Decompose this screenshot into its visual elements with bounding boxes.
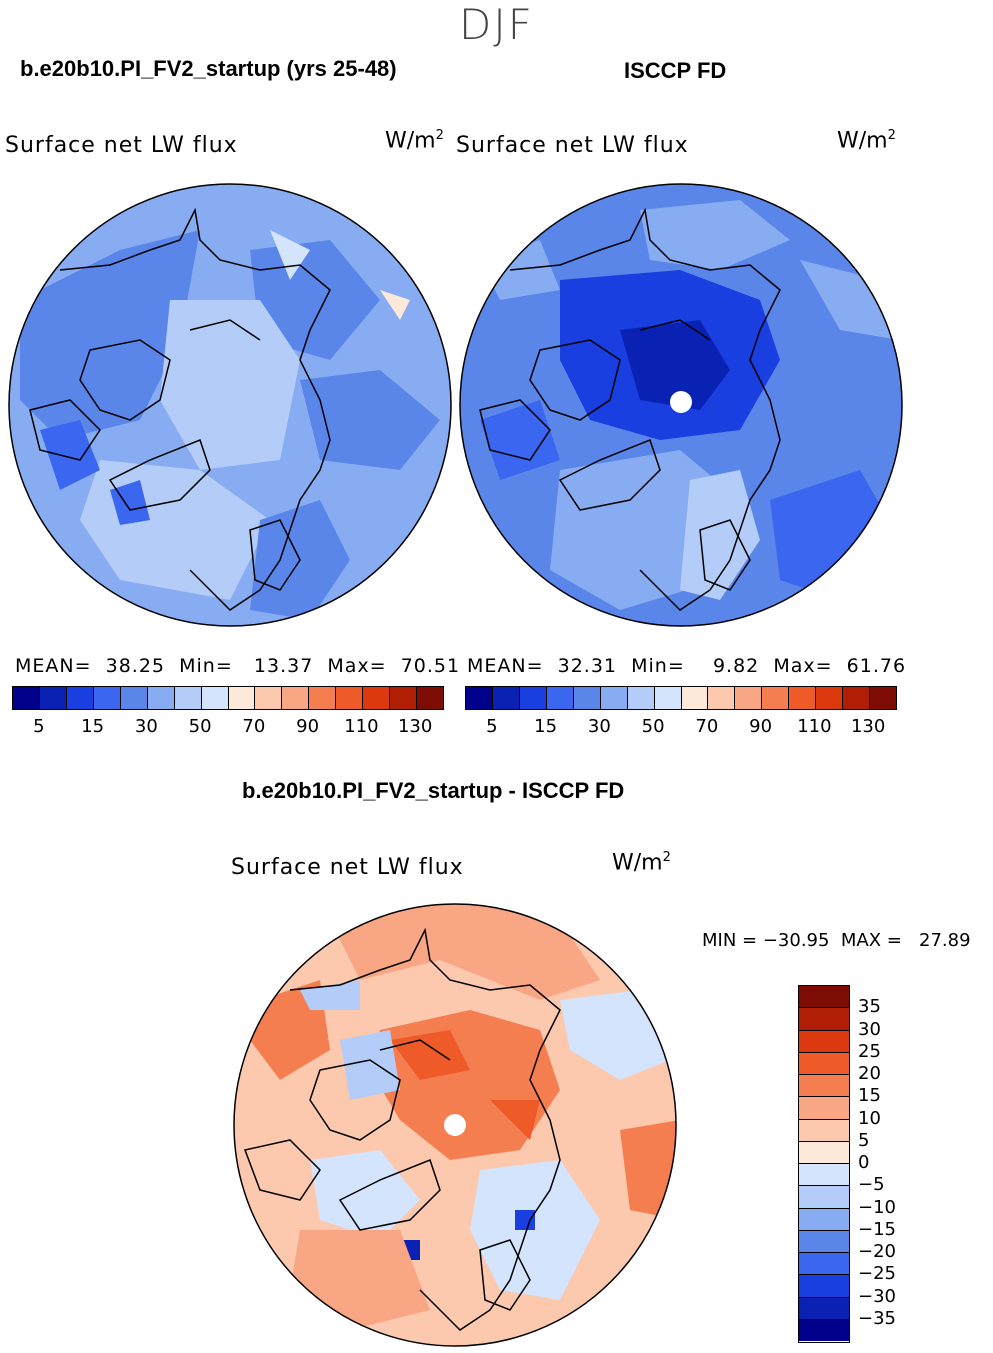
colorbar-swatch [799, 986, 849, 1009]
colorbar-tick-label: 90 [749, 716, 773, 737]
colorbar-swatch [147, 687, 175, 709]
diff-minmax: MIN = −30.95 MAX = 27.89 [702, 930, 971, 951]
colorbar-tick-label: 10 [858, 1107, 881, 1129]
model-panel-title: b.e20b10.PI_FV2_startup (yrs 25-48) [20, 56, 397, 81]
season-title: DJF [459, 0, 534, 49]
colorbar-tick-label: −5 [858, 1174, 885, 1196]
diff-colorbar [798, 985, 850, 1343]
colorbar-swatch [255, 687, 283, 709]
colorbar-tick-label: 5 [858, 1129, 870, 1151]
colorbar-swatch [417, 687, 443, 709]
colorbar-swatch [843, 687, 871, 709]
colorbar-swatch [66, 687, 94, 709]
colorbar-swatch [336, 687, 364, 709]
colorbar-swatch [201, 687, 229, 709]
diff-variable-label: Surface net LW flux [231, 855, 464, 880]
colorbar-swatch [600, 687, 628, 709]
colorbar-tick-label: 30 [134, 716, 158, 737]
colorbar-tick-label: 50 [641, 716, 665, 737]
obs-stats: MEAN= 32.31 Min= 9.82 Max= 61.76 [467, 655, 907, 677]
colorbar-swatch [228, 687, 256, 709]
colorbar-swatch [762, 687, 790, 709]
colorbar-tick-label: 130 [397, 716, 433, 737]
colorbar-swatch [799, 1186, 849, 1209]
colorbar-tick-label: 50 [188, 716, 212, 737]
colorbar-swatch [816, 687, 844, 709]
colorbar-swatch [799, 1319, 849, 1341]
colorbar-tick-label: −25 [858, 1263, 896, 1285]
colorbar-swatch [519, 687, 547, 709]
colorbar-swatch [309, 687, 337, 709]
model-units-label: W/m2 [385, 128, 444, 154]
obs-units-label: W/m2 [837, 128, 896, 154]
colorbar-tick-label: 20 [858, 1063, 881, 1084]
colorbar-swatch [390, 687, 418, 709]
colorbar-tick-label: −15 [858, 1218, 896, 1240]
colorbar-tick-label: −10 [858, 1196, 896, 1218]
colorbar-swatch [870, 687, 896, 709]
colorbar-swatch [466, 687, 493, 709]
model-variable-label: Surface net LW flux [5, 133, 238, 158]
colorbar-tick-label: 15 [858, 1085, 881, 1107]
colorbar-swatch [654, 687, 682, 709]
colorbar-swatch [799, 1097, 849, 1120]
colorbar-swatch [13, 687, 40, 709]
colorbar-swatch [546, 687, 574, 709]
colorbar-tick-label: 5 [486, 716, 498, 737]
colorbar-tick-label: 130 [850, 716, 886, 737]
colorbar-swatch [708, 687, 736, 709]
colorbar-swatch [799, 1119, 849, 1142]
colorbar-tick-label: 70 [242, 716, 266, 737]
colorbar-tick-label: 15 [81, 716, 105, 737]
colorbar-tick-label: 0 [858, 1152, 870, 1173]
colorbar-swatch [627, 687, 655, 709]
colorbar-swatch [573, 687, 601, 709]
colorbar-tick-label: 15 [534, 716, 558, 737]
obs-variable-label: Surface net LW flux [456, 133, 689, 158]
colorbar-swatch [735, 687, 763, 709]
colorbar-swatch [799, 1164, 849, 1187]
colorbar-swatch [799, 1208, 849, 1231]
colorbar-tick-label: 110 [344, 716, 379, 737]
colorbar-tick-label: 70 [695, 716, 719, 737]
colorbar-swatch [681, 687, 709, 709]
colorbar-swatch [799, 1275, 849, 1298]
model-colorbar [12, 686, 444, 710]
colorbar-swatch [93, 687, 121, 709]
colorbar-tick-label: 30 [587, 716, 611, 737]
colorbar-swatch [799, 1230, 849, 1253]
colorbar-tick-label: −20 [858, 1241, 896, 1262]
colorbar-tick-label: −35 [858, 1307, 896, 1329]
obs-colorbar [465, 686, 897, 710]
colorbar-swatch [799, 1297, 849, 1320]
colorbar-swatch [120, 687, 148, 709]
colorbar-swatch [282, 687, 310, 709]
colorbar-tick-label: 35 [858, 996, 881, 1018]
model-stats: MEAN= 38.25 Min= 13.37 Max= 70.51 [15, 655, 461, 677]
colorbar-tick-label: 110 [797, 716, 832, 737]
colorbar-swatch [39, 687, 67, 709]
colorbar-tick-label: −30 [858, 1285, 896, 1307]
colorbar-swatch [799, 1008, 849, 1031]
colorbar-tick-label: 25 [858, 1040, 881, 1062]
colorbar-tick-label: 5 [33, 716, 45, 737]
colorbar-swatch [799, 1141, 849, 1164]
colorbar-swatch [363, 687, 391, 709]
colorbar-swatch [492, 687, 520, 709]
colorbar-swatch [789, 687, 817, 709]
colorbar-swatch [799, 1030, 849, 1053]
diff-units-label: W/m2 [612, 850, 671, 876]
colorbar-tick-label: 90 [296, 716, 320, 737]
colorbar-swatch [174, 687, 202, 709]
colorbar-swatch [799, 1075, 849, 1098]
colorbar-swatch [799, 1253, 849, 1276]
colorbar-swatch [799, 1052, 849, 1075]
colorbar-tick-label: 30 [858, 1018, 881, 1040]
obs-panel-title: ISCCP FD [624, 58, 727, 83]
diff-panel-title: b.e20b10.PI_FV2_startup - ISCCP FD [242, 778, 625, 803]
